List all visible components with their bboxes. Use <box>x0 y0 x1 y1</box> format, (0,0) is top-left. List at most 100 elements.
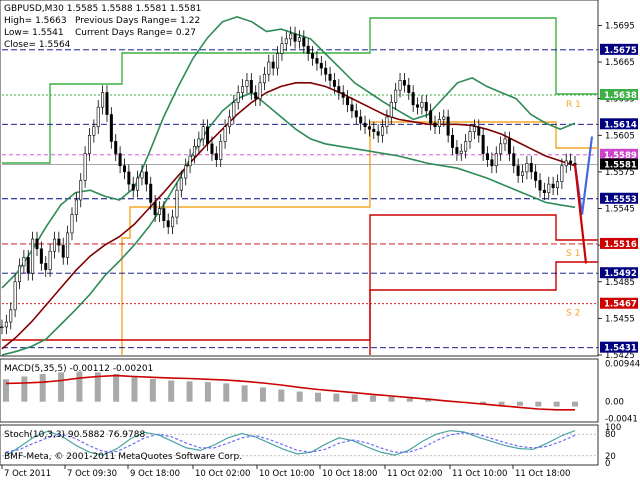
candle-body <box>499 143 503 154</box>
price-tick-label: 1.5665 <box>605 58 635 68</box>
level-tag-bg <box>600 43 638 55</box>
macd-hist-bar <box>370 395 377 402</box>
time-tick-label: 7 Oct 2011 <box>4 469 51 479</box>
price-tick-label: 1.5695 <box>605 21 635 31</box>
stoch-signal-line <box>5 432 576 453</box>
level-tag-label: 1.5467 <box>604 300 637 310</box>
candle-body <box>284 38 288 45</box>
candle-body <box>289 33 293 40</box>
candle-body <box>61 244 65 258</box>
candle-body <box>114 141 118 154</box>
candle-body <box>267 61 271 75</box>
candle-body <box>442 116 446 120</box>
candle-body <box>529 163 533 173</box>
time-tick-label: 11 Oct 02:00 <box>387 469 442 479</box>
candle-body <box>214 153 218 160</box>
candle-body <box>542 189 546 193</box>
stoch-tick-label: 20 <box>605 452 616 462</box>
macd-hist-bar <box>113 374 120 402</box>
price-tick-label: 1.5575 <box>605 168 635 178</box>
candle-body <box>153 202 157 215</box>
macd-hist-bar <box>480 401 487 404</box>
candle-body <box>175 189 179 218</box>
level-label: S 1 <box>566 249 580 259</box>
candle-body <box>271 61 275 69</box>
candle-body <box>57 238 61 246</box>
macd-hist-bar <box>186 381 193 402</box>
candle-body <box>262 73 266 84</box>
macd-hist-bar <box>58 372 65 402</box>
candle-body <box>232 102 236 118</box>
price-tick-label: 1.5545 <box>605 205 635 215</box>
prev-range-text: Previous Days Range= 1.22 <box>75 16 200 26</box>
candle-body <box>9 309 13 323</box>
macd-axis: 0.00944 0.00 -0.0041 <box>605 359 640 424</box>
candle-body <box>354 110 358 118</box>
candle-body <box>249 80 253 93</box>
level-tag-label: 1.5675 <box>604 46 637 56</box>
macd-hist-bar <box>296 391 303 402</box>
candle-body <box>507 138 511 154</box>
time-axis: 7 Oct 2011 7 Oct 09:30 9 Oct 18:00 10 Oct 0… <box>1 465 570 479</box>
candle-body <box>564 160 568 167</box>
candle-body <box>420 102 424 108</box>
time-tick-label: 11 Oct 10:00 <box>452 469 507 479</box>
candle-body <box>459 150 463 154</box>
candle-body <box>122 165 126 173</box>
time-tick-label: 9 Oct 18:00 <box>130 469 180 479</box>
candle-body <box>184 165 188 179</box>
candle-body <box>376 131 380 136</box>
level-tag-label: 1.5589 <box>604 151 637 161</box>
symbol-line: GBPUSD,M30 1.5585 1.5588 1.5581 1.5581 <box>4 4 201 14</box>
level-tag-bg <box>600 118 638 130</box>
candle-body <box>206 126 210 145</box>
candle-body <box>547 183 551 193</box>
candle-body <box>359 116 363 124</box>
candle-body <box>416 104 420 108</box>
macd-hist-bar <box>3 379 9 402</box>
candle-body <box>35 238 39 250</box>
candle-body <box>293 33 297 42</box>
candle-body <box>140 171 144 179</box>
candle-body <box>162 208 166 222</box>
level-lines: R 1 S 1 S 2 <box>2 49 598 349</box>
price-axis: 1.56951.56651.56351.56051.55751.55451.55… <box>598 21 635 361</box>
macd-tick-label: 0.00 <box>605 398 624 408</box>
time-tick-label: 10 Oct 10:00 <box>259 469 314 479</box>
macd-hist-bar <box>498 401 505 405</box>
bollinger-upper-line <box>1 16 576 289</box>
candle-body <box>39 248 43 264</box>
level-tag-label: 1.5614 <box>604 120 637 130</box>
macd-hist-bar <box>223 383 230 402</box>
stoch-title: Stoch(10,3,3) 90.5882 76.9788 <box>4 430 145 440</box>
macd-hist-bar <box>204 382 211 402</box>
macd-hist-bar <box>94 372 101 402</box>
candle-body <box>197 138 201 147</box>
macd-signal-line <box>5 374 575 411</box>
macd-title: MACD(5,35,5) -0.00112 -0.00201 <box>4 364 153 374</box>
candle-body <box>468 131 472 142</box>
candle-body <box>477 126 481 136</box>
candle-body <box>332 80 336 87</box>
candle-body <box>407 84 411 93</box>
candle-body <box>534 171 538 181</box>
candle-body <box>311 53 315 59</box>
stoch-series <box>2 429 596 457</box>
candle-body <box>315 58 319 64</box>
candle-body <box>328 73 332 81</box>
candle-body <box>87 134 91 154</box>
stoch-tick-label: 0 <box>605 459 610 469</box>
candle-body <box>96 106 100 128</box>
candle-body <box>341 92 345 98</box>
macd-series <box>3 371 578 411</box>
candle-body <box>389 102 393 118</box>
candle-body <box>525 163 529 173</box>
macd-hist-bar <box>315 392 322 402</box>
level-tags: 1.56751.56381.56141.55891.55811.55531.55… <box>600 43 638 354</box>
candle-body <box>241 86 245 93</box>
candle-body <box>402 80 406 86</box>
candle-body <box>0 326 4 329</box>
candle-body <box>179 177 183 191</box>
time-tick-label: 10 Oct 18:00 <box>322 469 377 479</box>
macd-hist-bar <box>388 396 395 402</box>
